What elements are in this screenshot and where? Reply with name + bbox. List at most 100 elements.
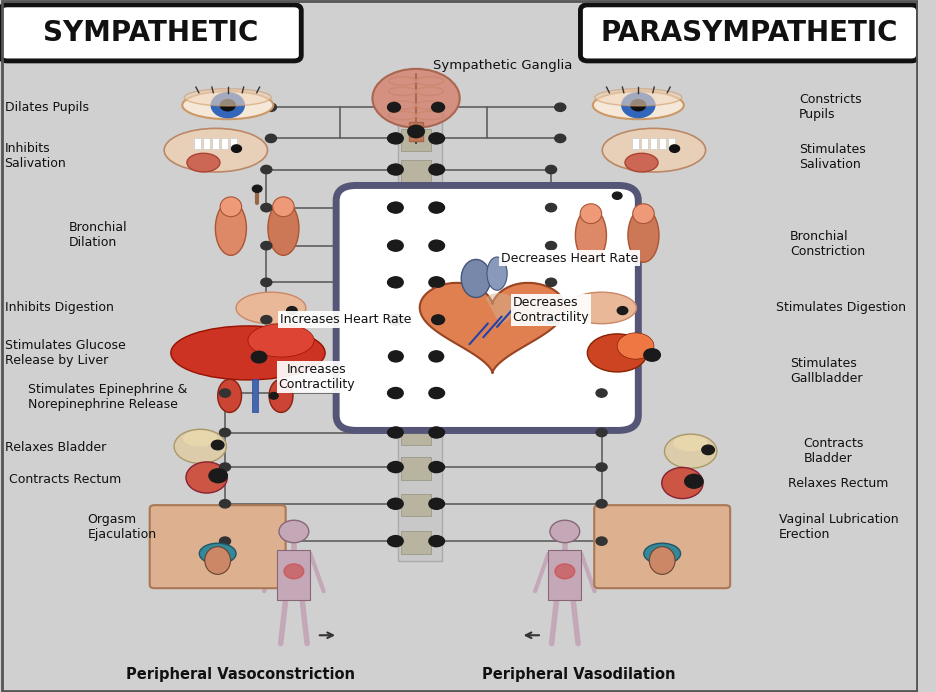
Bar <box>402 494 431 516</box>
Bar <box>641 138 648 149</box>
Text: SYMPATHETIC: SYMPATHETIC <box>43 19 258 47</box>
Polygon shape <box>486 293 518 325</box>
FancyBboxPatch shape <box>0 5 301 61</box>
Circle shape <box>546 203 557 212</box>
Circle shape <box>431 462 445 472</box>
Ellipse shape <box>592 91 684 119</box>
Ellipse shape <box>215 201 246 255</box>
Bar <box>668 138 676 149</box>
Circle shape <box>388 203 401 212</box>
Circle shape <box>555 103 565 111</box>
Text: Decreases
Contractility: Decreases Contractility <box>513 296 589 324</box>
Ellipse shape <box>205 547 230 574</box>
Ellipse shape <box>580 203 602 224</box>
Circle shape <box>596 537 607 545</box>
Ellipse shape <box>236 292 306 324</box>
Text: Bronchial
Constriction: Bronchial Constriction <box>790 230 865 257</box>
Circle shape <box>669 145 680 152</box>
Circle shape <box>284 564 304 579</box>
Circle shape <box>388 499 401 509</box>
Circle shape <box>429 462 444 473</box>
Bar <box>221 138 228 149</box>
Bar <box>402 129 431 151</box>
Bar <box>402 310 431 332</box>
FancyBboxPatch shape <box>580 5 918 61</box>
Text: Stimulates
Salivation: Stimulates Salivation <box>799 143 866 171</box>
Circle shape <box>431 165 445 174</box>
FancyBboxPatch shape <box>336 185 638 430</box>
Ellipse shape <box>566 292 636 324</box>
Ellipse shape <box>373 69 460 127</box>
Circle shape <box>388 462 403 473</box>
Bar <box>650 138 657 149</box>
Circle shape <box>388 102 401 112</box>
Circle shape <box>253 185 262 192</box>
Circle shape <box>429 351 444 362</box>
Circle shape <box>431 203 445 212</box>
Circle shape <box>388 388 403 399</box>
Ellipse shape <box>184 89 271 106</box>
Ellipse shape <box>588 334 647 372</box>
Circle shape <box>429 498 444 509</box>
Circle shape <box>546 165 557 174</box>
Text: Increases
Contractility: Increases Contractility <box>279 363 355 391</box>
Bar <box>402 347 431 369</box>
Circle shape <box>279 520 309 543</box>
Circle shape <box>702 445 714 455</box>
Ellipse shape <box>487 257 507 290</box>
Circle shape <box>617 307 628 314</box>
Circle shape <box>388 202 403 213</box>
Circle shape <box>388 388 401 398</box>
Circle shape <box>429 427 444 438</box>
Circle shape <box>220 463 230 471</box>
Circle shape <box>546 242 557 250</box>
Bar <box>277 550 311 600</box>
Circle shape <box>429 314 444 325</box>
Ellipse shape <box>248 324 314 357</box>
Circle shape <box>431 134 445 143</box>
Ellipse shape <box>650 547 675 574</box>
Ellipse shape <box>595 89 681 106</box>
Bar <box>659 138 666 149</box>
Circle shape <box>388 314 403 325</box>
Circle shape <box>431 241 445 251</box>
Circle shape <box>631 100 646 111</box>
Circle shape <box>431 499 445 509</box>
Circle shape <box>431 428 445 437</box>
Circle shape <box>388 134 401 143</box>
Circle shape <box>212 440 224 450</box>
Text: Peripheral Vasodilation: Peripheral Vasodilation <box>482 667 676 682</box>
Ellipse shape <box>174 429 227 464</box>
Text: Dilates Pupils: Dilates Pupils <box>5 101 89 113</box>
Bar <box>402 457 431 480</box>
Circle shape <box>429 102 444 113</box>
Circle shape <box>388 133 403 144</box>
Text: Decreases Heart Rate: Decreases Heart Rate <box>501 252 637 264</box>
Circle shape <box>431 102 445 112</box>
Circle shape <box>429 164 444 175</box>
Circle shape <box>388 277 403 288</box>
Ellipse shape <box>187 154 220 172</box>
Circle shape <box>431 536 445 546</box>
Bar <box>194 138 201 149</box>
Bar <box>253 379 258 412</box>
Circle shape <box>546 316 557 324</box>
Circle shape <box>431 277 445 287</box>
Circle shape <box>388 241 401 251</box>
Text: Inhibits Digestion: Inhibits Digestion <box>5 302 113 314</box>
Circle shape <box>612 192 622 199</box>
Circle shape <box>429 202 444 213</box>
Ellipse shape <box>617 333 654 359</box>
Bar <box>402 98 431 120</box>
Circle shape <box>429 240 444 251</box>
Text: Contracts
Bladder: Contracts Bladder <box>804 437 864 465</box>
Text: PARASYMPATHETIC: PARASYMPATHETIC <box>601 19 899 47</box>
Text: Constricts
Pupils: Constricts Pupils <box>799 93 862 121</box>
FancyBboxPatch shape <box>594 505 730 588</box>
Circle shape <box>261 316 271 324</box>
Ellipse shape <box>665 434 717 468</box>
Circle shape <box>685 475 703 489</box>
Circle shape <box>231 145 241 152</box>
Text: Stimulates Glucose
Release by Liver: Stimulates Glucose Release by Liver <box>5 339 125 367</box>
Circle shape <box>261 278 271 286</box>
